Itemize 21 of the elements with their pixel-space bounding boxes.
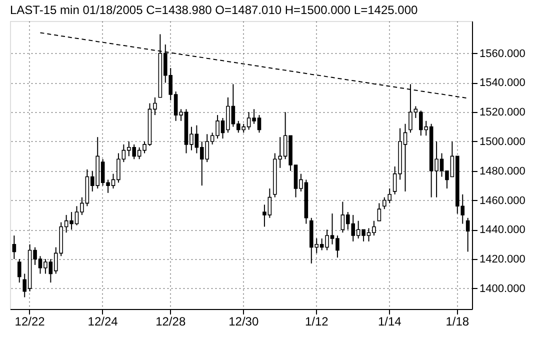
y-tick-label: 1540.000: [480, 77, 526, 90]
x-tick-label: 12/24: [88, 314, 118, 328]
y-tick-label: 1520.000: [480, 106, 526, 119]
x-tick-label: 1/12: [304, 314, 329, 328]
x-tick-label: 12/22: [14, 314, 46, 328]
y-tick-label: 1460.000: [480, 194, 526, 207]
candlestick: [17, 258, 22, 284]
candlestick: [12, 235, 16, 260]
y-tick-label: 1500.000: [480, 136, 526, 148]
y-tick-label: 1420.000: [480, 254, 526, 266]
y-tick-label: 1560.000: [480, 48, 526, 60]
candlestick: [466, 217, 470, 252]
chart-title: LAST-15 min 01/18/2005 C=1438.980 O=1487.010 H=1500.000 L=1425.000: [10, 3, 418, 17]
x-tick-label: 1/14: [378, 314, 402, 328]
y-tick-label: 1440.000: [480, 224, 526, 236]
candlestick: [377, 202, 382, 222]
x-tick-label: 12/30: [228, 314, 259, 328]
y-tick-label: 1480.000: [480, 165, 526, 178]
x-tick-label: 1/18: [446, 314, 470, 328]
y-tick-label: 1400.000: [480, 282, 526, 295]
x-tick-label: 12/28: [156, 314, 186, 328]
